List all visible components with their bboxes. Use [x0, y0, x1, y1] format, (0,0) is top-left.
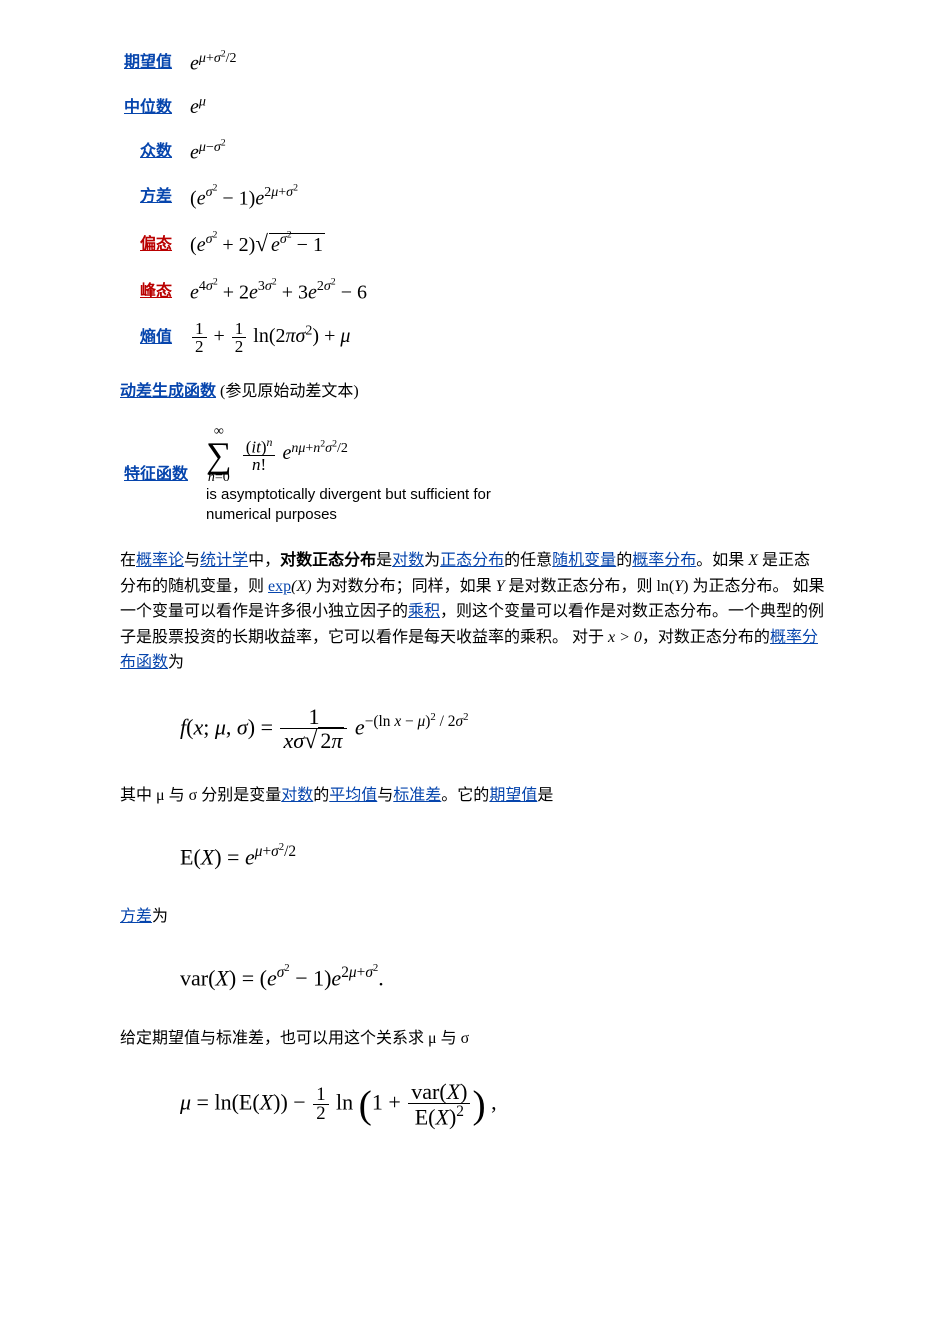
char-fn-formula: ∞∑n=0 (it)nn! enμ+n2σ2/2 [206, 442, 348, 464]
variance-link-2[interactable]: 方差 [120, 908, 152, 925]
logarithm-link[interactable]: 对数 [392, 552, 424, 569]
variance-formula-big: var(X) = (eσ2 − 1)e2μ+σ2. [180, 960, 384, 996]
expected-value-link-2[interactable]: 期望值 [489, 787, 537, 804]
skewness-formula: (eσ2 + 2)√eσ2 − 1 [186, 220, 381, 269]
entropy-link[interactable]: 熵值 [140, 329, 172, 346]
char-fn-note: is asymptotically divergent but sufficie… [206, 485, 496, 524]
property-row: 众数 eμ−σ2 [120, 129, 381, 174]
expected-value-formula: eμ+σ2/2 [186, 40, 381, 85]
product-link[interactable]: 乘积 [408, 603, 440, 620]
para-mean-std: 其中 μ 与 σ 分别是变量对数的平均值与标准差。它的期望值是 [120, 783, 825, 809]
property-row: 熵值 12 + 12 ln(2πσ2) + μ [120, 314, 381, 361]
mgf-link[interactable]: 动差生成函数 [120, 383, 216, 400]
skewness-link[interactable]: 偏态 [140, 236, 172, 253]
mode-formula: eμ−σ2 [186, 129, 381, 174]
char-fn-row: 特征函数 ∞∑n=0 (it)nn! enμ+n2σ2/2 is asympto… [120, 419, 510, 530]
variance-formula: (eσ2 − 1)e2μ+σ2 [186, 175, 381, 220]
para-solve-mu-sigma: 给定期望值与标准差，也可以用这个关系求 μ 与 σ [120, 1026, 825, 1052]
kurtosis-link[interactable]: 峰态 [140, 283, 172, 300]
lognormal-term: 对数正态分布 [280, 552, 376, 569]
variance-link[interactable]: 方差 [140, 188, 172, 205]
exp-link[interactable]: exp [268, 578, 291, 595]
intro-paragraph: 在概率论与统计学中，对数正态分布是对数为正态分布的任意随机变量的概率分布。如果 … [120, 548, 825, 676]
mean-link[interactable]: 平均值 [329, 787, 377, 804]
var-x: X [748, 552, 758, 569]
median-link[interactable]: 中位数 [124, 99, 172, 116]
property-row: 峰态 e4σ2 + 2e3σ2 + 3e2σ2 − 6 [120, 269, 381, 314]
property-row: 方差 (eσ2 − 1)e2μ+σ2 [120, 175, 381, 220]
kurtosis-formula: e4σ2 + 2e3σ2 + 3e2σ2 − 6 [186, 269, 381, 314]
normal-distribution-link[interactable]: 正态分布 [440, 552, 504, 569]
logarithm-link-2[interactable]: 对数 [281, 787, 313, 804]
probability-distribution-link[interactable]: 概率分布 [632, 552, 696, 569]
property-row: 偏态 (eσ2 + 2)√eσ2 − 1 [120, 220, 381, 269]
probability-theory-link[interactable]: 概率论 [136, 552, 184, 569]
mu-formula: μ = ln(E(X)) − 12 ln (1 + var(X) E(X)2 )… [180, 1081, 497, 1128]
mgf-row: 动差生成函数 (参见原始动差文本) [120, 379, 825, 405]
expectation-formula: E(X) = eμ+σ2/2 [180, 839, 296, 875]
properties-table: 期望值 eμ+σ2/2 中位数 eμ 众数 eμ−σ2 方差 (eσ2 − 1)… [120, 40, 381, 361]
pdf-formula: f(x; μ, σ) = 1 xσ√2π e−(ln x − μ)2 / 2σ2 [180, 706, 468, 753]
variance-para: 方差为 [120, 904, 825, 930]
property-row: 期望值 eμ+σ2/2 [120, 40, 381, 85]
mgf-text: (参见原始动差文本) [220, 383, 359, 400]
random-variable-link[interactable]: 随机变量 [552, 552, 616, 569]
stddev-link[interactable]: 标准差 [393, 787, 441, 804]
expected-value-link[interactable]: 期望值 [124, 54, 172, 71]
property-row: 中位数 eμ [120, 85, 381, 129]
median-formula: eμ [186, 85, 381, 129]
char-fn-link[interactable]: 特征函数 [124, 466, 188, 483]
statistics-link[interactable]: 统计学 [200, 552, 248, 569]
entropy-formula: 12 + 12 ln(2πσ2) + μ [186, 314, 381, 361]
mode-link[interactable]: 众数 [140, 143, 172, 160]
